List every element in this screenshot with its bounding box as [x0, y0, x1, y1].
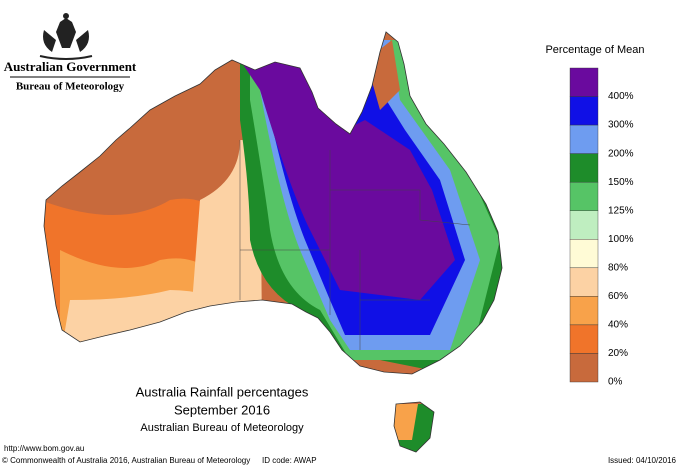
legend-swatch	[569, 324, 599, 354]
state-borders	[239, 140, 471, 350]
legend-label: 20%	[608, 348, 628, 359]
legend-swatch	[569, 239, 599, 269]
rainfall-map	[44, 32, 502, 452]
legend-label: 300%	[608, 120, 634, 131]
government-name: Australian Government	[4, 59, 137, 74]
footer-copyright: © Commonwealth of Australia 2016, Austra…	[2, 456, 250, 465]
footer-id: ID code: AWAP	[262, 456, 317, 465]
legend-label: 0%	[608, 377, 623, 388]
bureau-name: Bureau of Meteorology	[16, 81, 125, 93]
map-subtitle: September 2016	[174, 402, 270, 417]
legend-label: 80%	[608, 262, 628, 273]
legend-swatch	[569, 153, 599, 183]
legend-label: 150%	[608, 177, 634, 188]
legend-label: 200%	[608, 148, 634, 159]
map-source: Australian Bureau of Meteorology	[140, 422, 304, 434]
legend-label: 400%	[608, 91, 634, 102]
coat-of-arms	[39, 13, 93, 60]
legend-label: 40%	[608, 320, 628, 331]
legend-swatch	[569, 267, 599, 297]
legend-label: 60%	[608, 291, 628, 302]
legend-swatch	[569, 353, 599, 383]
legend: 400% 300% 200% 150% 125% 100% 80% 60% 40% 20% 0%	[569, 67, 634, 388]
legend-swatch	[569, 181, 599, 211]
legend-label: 125%	[608, 205, 634, 216]
legend-swatch	[569, 210, 599, 240]
footer-issued: Issued: 04/10/2016	[608, 456, 677, 465]
legend-swatch	[569, 296, 599, 326]
legend-title: Percentage of Mean	[545, 44, 644, 56]
legend-swatch	[569, 96, 599, 126]
legend-swatch	[569, 124, 599, 154]
legend-swatch	[569, 67, 599, 97]
map-title: Australia Rainfall percentages	[136, 384, 309, 399]
footer-url: http://www.bom.gov.au	[4, 444, 84, 453]
legend-label: 100%	[608, 234, 634, 245]
coastline	[43, 31, 503, 453]
